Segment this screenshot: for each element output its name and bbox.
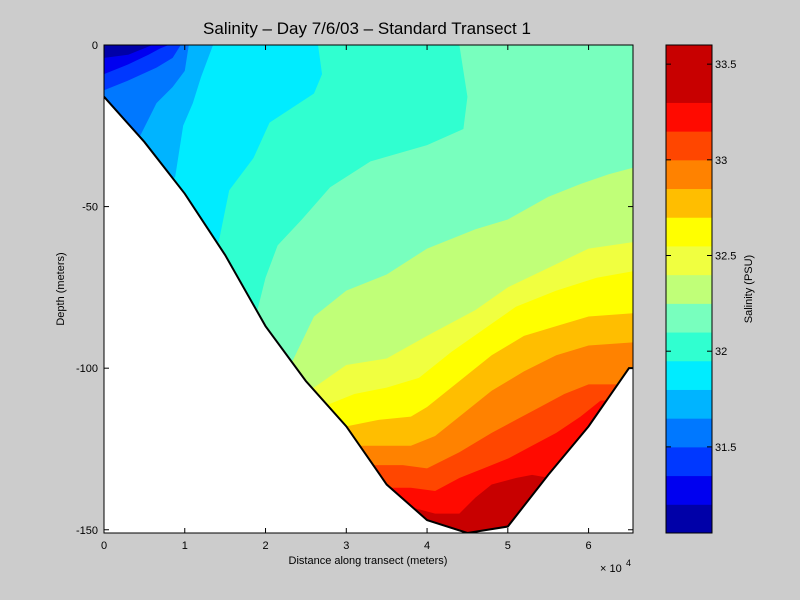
colorbar-frame xyxy=(665,44,713,534)
contour-band-31-35 xyxy=(104,45,633,75)
colorbar-level xyxy=(666,102,712,132)
colorbar-level xyxy=(666,274,712,304)
colorbar-axis: 31.5 32 32.5 33 33.5 xyxy=(666,59,736,454)
x-exponent-power: 4 xyxy=(626,558,631,568)
colorbar-level xyxy=(666,418,712,448)
x-tick-label: 4 xyxy=(424,540,430,552)
colorbar-tick-label: 32.5 xyxy=(715,251,736,263)
seafloor-outline xyxy=(104,96,633,533)
x-tick-label: 2 xyxy=(262,540,268,552)
colorbar-level xyxy=(666,245,712,276)
colorbar-level xyxy=(666,446,712,477)
x-tick-label: 5 xyxy=(505,540,511,552)
colorbar-level xyxy=(666,303,712,333)
y-tick-label: -50 xyxy=(82,202,98,214)
y-axis-label: Depth (meters) xyxy=(55,252,67,325)
seafloor-mask xyxy=(104,96,633,533)
y-tick-label: -100 xyxy=(76,363,98,375)
colorbar-level xyxy=(666,504,712,534)
colorbar-level xyxy=(666,131,712,161)
y-axis: 0 -50 -100 -150 xyxy=(76,40,633,537)
colorbar-tick-label: 33 xyxy=(715,155,727,167)
colorbar-tick-label: 33.5 xyxy=(715,59,736,71)
colorbar-level xyxy=(666,475,712,505)
colorbar-level xyxy=(666,159,712,190)
plot-frame xyxy=(103,44,634,534)
colorbar xyxy=(666,45,712,534)
y-tick-label: -150 xyxy=(76,525,98,537)
colorbar-level xyxy=(666,389,712,419)
colorbar-tick-label: 31.5 xyxy=(715,442,736,454)
colorbar-level xyxy=(666,360,712,390)
x-tick-label: 0 xyxy=(101,540,107,552)
colorbar-tick-label: 32 xyxy=(715,346,727,358)
x-tick-label: 3 xyxy=(343,540,349,552)
x-axis: 0 1 2 3 4 5 6 xyxy=(101,45,592,552)
colorbar-level xyxy=(666,217,712,247)
x-axis-label: Distance along transect (meters) xyxy=(289,555,448,567)
colorbar-label: Salinity (PSU) xyxy=(743,255,755,323)
x-tick-label: 1 xyxy=(182,540,188,552)
colorbar-level xyxy=(666,188,712,218)
contour-band-31-95 xyxy=(104,45,633,243)
colorbar-level xyxy=(666,45,712,103)
x-tick-label: 6 xyxy=(586,540,592,552)
colorbar-level xyxy=(666,332,712,362)
y-tick-label: 0 xyxy=(92,40,98,52)
x-exponent-base: × 10 xyxy=(600,563,622,575)
chart-title: Salinity – Day 7/6/03 – Standard Transec… xyxy=(203,19,531,38)
